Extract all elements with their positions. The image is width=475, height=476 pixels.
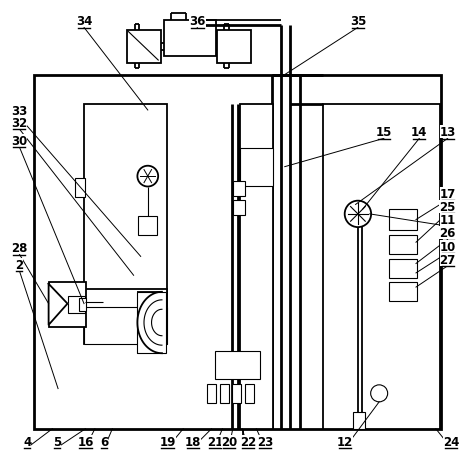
Text: 28: 28 — [11, 241, 28, 255]
Text: 13: 13 — [439, 126, 456, 139]
Circle shape — [137, 167, 158, 187]
Bar — [245, 384, 254, 403]
Text: 17: 17 — [439, 188, 456, 200]
Bar — [75, 179, 85, 198]
Bar — [219, 384, 229, 403]
Bar — [217, 30, 251, 64]
Text: 30: 30 — [11, 135, 28, 148]
Circle shape — [345, 201, 371, 228]
Text: 24: 24 — [443, 435, 459, 448]
Bar — [353, 412, 365, 429]
Text: 4: 4 — [23, 435, 31, 448]
Bar — [232, 384, 241, 403]
Text: 34: 34 — [76, 15, 92, 28]
Bar — [34, 75, 440, 429]
Bar — [84, 105, 167, 308]
Text: 11: 11 — [439, 214, 456, 227]
Bar — [215, 351, 260, 379]
Bar — [389, 259, 417, 278]
Text: 27: 27 — [439, 253, 456, 266]
Bar — [79, 298, 86, 311]
Text: 6: 6 — [100, 435, 108, 448]
Text: 32: 32 — [11, 117, 28, 129]
Text: 25: 25 — [439, 200, 456, 214]
Text: 20: 20 — [221, 435, 237, 448]
Text: 26: 26 — [439, 227, 456, 240]
Bar — [389, 236, 417, 255]
Text: 12: 12 — [337, 435, 353, 448]
Text: 36: 36 — [189, 15, 206, 28]
Polygon shape — [48, 284, 67, 325]
Bar — [138, 217, 157, 236]
Text: 5: 5 — [53, 435, 61, 448]
Text: 23: 23 — [257, 435, 273, 448]
Text: 18: 18 — [184, 435, 201, 448]
Bar — [240, 149, 273, 186]
Bar — [323, 105, 439, 429]
Bar — [164, 21, 216, 57]
Bar — [389, 283, 417, 302]
Text: 2: 2 — [15, 258, 23, 271]
Bar — [84, 308, 167, 344]
Text: 16: 16 — [77, 435, 94, 448]
Text: 33: 33 — [11, 105, 28, 118]
Bar — [48, 283, 86, 327]
Text: 22: 22 — [240, 435, 256, 448]
Text: 10: 10 — [439, 240, 456, 253]
Circle shape — [370, 385, 388, 402]
Bar — [137, 292, 166, 354]
Bar — [126, 30, 161, 64]
Bar — [233, 181, 245, 197]
Bar — [389, 210, 417, 231]
Text: 15: 15 — [376, 126, 392, 139]
Text: 19: 19 — [160, 435, 176, 448]
Bar — [233, 200, 245, 215]
Text: 35: 35 — [350, 15, 366, 28]
Bar — [84, 290, 167, 344]
Bar — [67, 296, 86, 313]
Text: 21: 21 — [207, 435, 223, 448]
Bar — [240, 105, 273, 429]
Bar — [207, 384, 216, 403]
Text: 14: 14 — [411, 126, 428, 139]
